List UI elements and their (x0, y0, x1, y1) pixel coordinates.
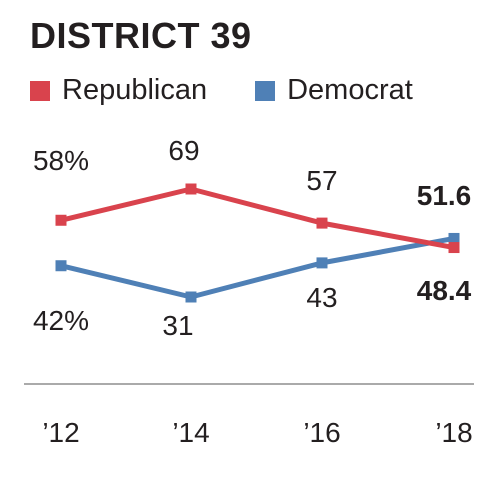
data-label-democrat: 51.6 (417, 180, 472, 211)
series-line-democrat (60, 235, 455, 300)
data-point-republican (448, 242, 460, 254)
data-label-democrat: 43 (306, 282, 337, 313)
data-label-republican: 57 (306, 165, 337, 196)
x-tick-label: ’16 (303, 417, 340, 448)
legend-item-republican: Republican (30, 76, 207, 105)
legend-item-democrat: Democrat (255, 76, 413, 105)
data-label-democrat: 42% (33, 305, 89, 336)
chart-title: DISTRICT 39 (30, 15, 252, 56)
legend: Republican Democrat (30, 76, 461, 105)
data-point-democrat (316, 257, 328, 269)
data-point-republican (316, 217, 328, 229)
legend-label-republican: Republican (62, 74, 208, 106)
legend-label-democrat: Democrat (287, 74, 413, 106)
legend-swatch-republican (30, 80, 50, 101)
data-label-republican: 69 (168, 135, 199, 166)
legend-swatch-democrat (255, 80, 276, 101)
data-label-democrat: 31 (162, 310, 193, 341)
data-point-democrat (448, 232, 460, 244)
x-tick-label: ’14 (172, 417, 209, 448)
data-label-republican: 58% (33, 145, 89, 176)
data-label-republican: 48.4 (417, 275, 472, 306)
x-tick-label: ’18 (435, 417, 472, 448)
data-point-republican (55, 214, 67, 226)
series-line-republican (60, 186, 455, 251)
data-point-republican (185, 183, 197, 195)
data-point-democrat (185, 291, 197, 303)
x-tick-label: ’12 (42, 417, 79, 448)
data-point-democrat (55, 260, 67, 272)
